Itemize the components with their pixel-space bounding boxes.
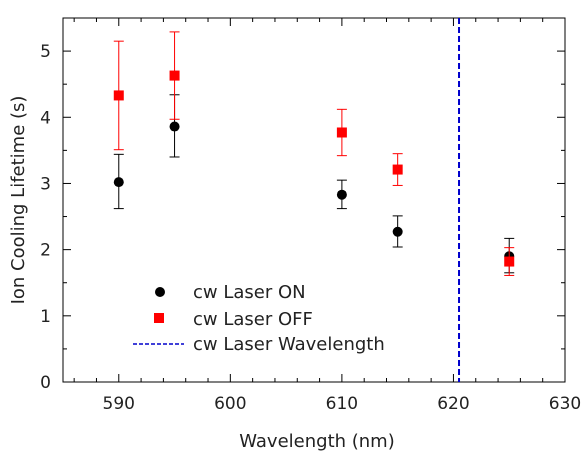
data-point [113, 90, 124, 101]
axis-ticks [63, 18, 566, 383]
y-tick-label: 1 [40, 307, 51, 327]
data-point [169, 70, 180, 81]
legend: cw Laser ON cw Laser OFF cw Laser Wavele… [133, 282, 385, 355]
data-point [113, 177, 124, 188]
series-layer [113, 31, 515, 276]
x-axis-title: Wavelength (nm) [239, 431, 395, 452]
x-tick-label: 610 [326, 394, 358, 414]
plot-border [62, 17, 566, 383]
tick-labels: 590 600 610 620 630 0 1 2 3 4 5 [40, 42, 581, 414]
y-tick-label: 2 [40, 241, 51, 261]
data-point [336, 189, 347, 200]
x-tick-label: 630 [549, 394, 581, 414]
data-point [169, 121, 180, 132]
legend-label-wavelength: cw Laser Wavelength [193, 334, 385, 355]
series-laser-off [113, 31, 515, 276]
data-point [504, 256, 515, 267]
x-tick-label: 590 [103, 394, 135, 414]
legend-label-on: cw Laser ON [193, 282, 306, 303]
x-tick-label: 600 [214, 394, 246, 414]
data-point [336, 127, 347, 138]
series-laser-on [113, 94, 515, 274]
y-axis-title: Ion Cooling Lifetime (s) [8, 96, 29, 305]
y-tick-label: 0 [40, 373, 51, 393]
x-tick-label: 620 [437, 394, 469, 414]
y-tick-label: 5 [40, 42, 51, 62]
plot-frame [62, 17, 566, 383]
legend-marker-off [154, 313, 164, 323]
legend-label-off: cw Laser OFF [193, 309, 313, 330]
y-tick-label: 4 [40, 108, 51, 128]
data-point [392, 164, 403, 175]
y-tick-label: 3 [40, 174, 51, 194]
data-point [392, 226, 403, 237]
legend-marker-on [155, 287, 165, 297]
